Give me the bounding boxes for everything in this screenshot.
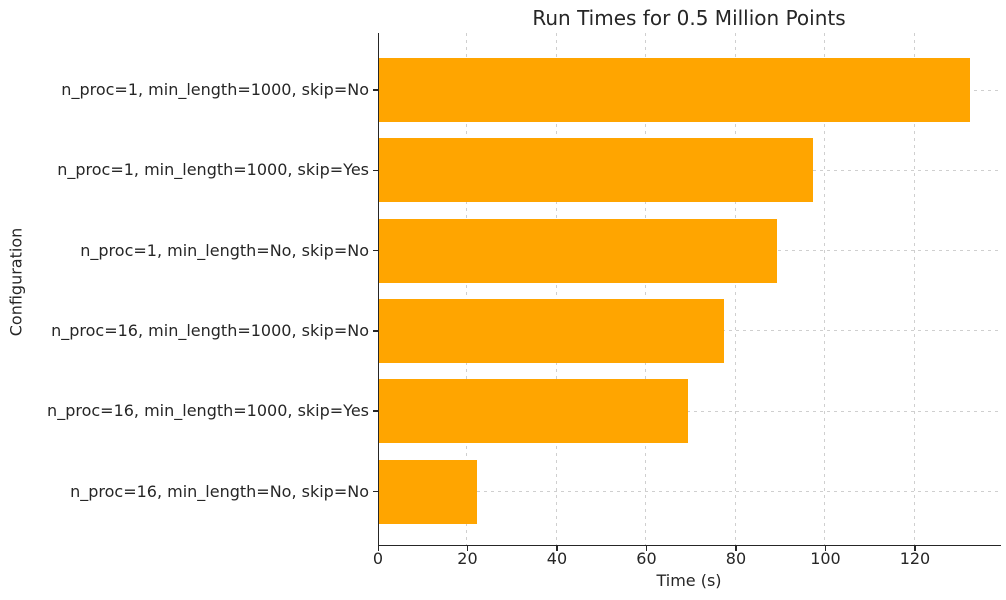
chart-title: Run Times for 0.5 Million Points [532, 6, 846, 30]
x-tick-label: 120 [899, 549, 931, 568]
bar [379, 459, 478, 524]
x-tick-mark [735, 546, 737, 551]
y-tick-label: n_proc=1, min_length=1000, skip=Yes [57, 160, 369, 180]
y-tick-label: n_proc=1, min_length=No, skip=No [80, 240, 369, 260]
x-tick-mark [377, 546, 379, 551]
bar [379, 58, 970, 122]
x-gridline [555, 33, 557, 545]
x-tick-mark [824, 546, 827, 551]
x-tick-label: 20 [457, 549, 478, 568]
y-gridline [379, 410, 1001, 412]
x-gridline [734, 33, 736, 545]
bar [379, 379, 688, 444]
x-tick-label: 60 [636, 549, 657, 568]
y-tick-labels: n_proc=1, min_length=1000, skip=No n_proc… [0, 0, 369, 600]
x-gridline [645, 33, 647, 545]
y-tick-mark [373, 490, 378, 493]
x-gridline [913, 33, 915, 545]
plot-area [378, 33, 1001, 546]
bar [379, 298, 724, 363]
y-gridline [379, 491, 1001, 492]
x-tick-label: 40 [546, 549, 568, 568]
y-tick-mark [373, 89, 378, 91]
y-tick-mark [373, 410, 378, 412]
y-tick-label: n_proc=16, min_length=1000, skip=Yes [47, 401, 369, 421]
x-gridline [824, 33, 826, 545]
y-tick-mark [373, 330, 378, 332]
y-tick-mark [373, 249, 378, 252]
x-tick-label: 80 [725, 549, 747, 568]
x-tick-mark [466, 546, 469, 551]
y-tick-label: n_proc=1, min_length=1000, skip=No [61, 80, 369, 99]
x-tick-mark [556, 546, 558, 551]
x-tick-mark [914, 546, 916, 551]
bar [379, 138, 814, 203]
x-tick-mark [645, 546, 648, 551]
y-tick-label: n_proc=16, min_length=No, skip=No [70, 481, 369, 501]
y-tick-mark [373, 169, 378, 172]
bar [379, 218, 778, 283]
x-axis-label: Time (s) [656, 571, 722, 590]
x-gridline [466, 33, 468, 545]
x-tick-label: 0 [372, 549, 384, 568]
y-tick-label: n_proc=16, min_length=1000, skip=No [51, 320, 369, 340]
x-tick-label: 100 [810, 549, 841, 568]
